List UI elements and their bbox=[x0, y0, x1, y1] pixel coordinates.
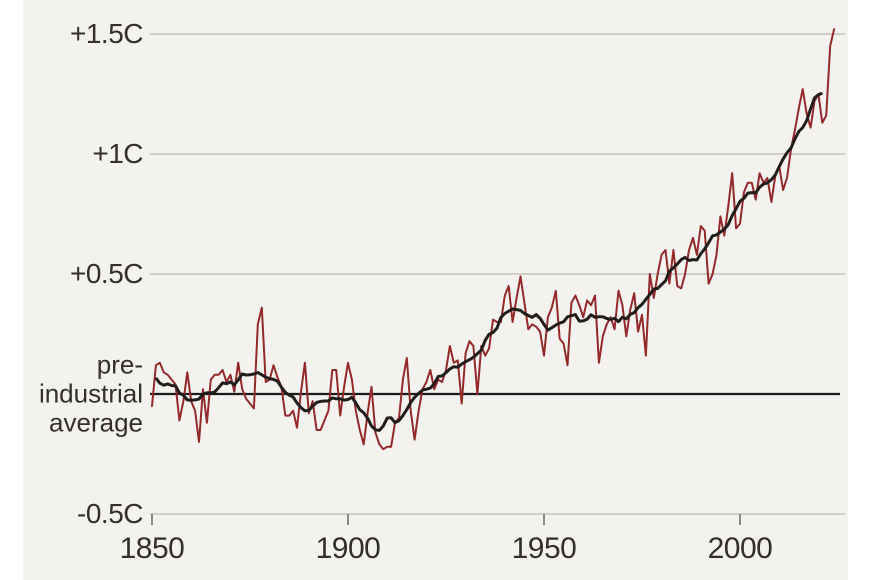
y-tick-label--0.5C: -0.5C bbox=[77, 498, 143, 529]
y-tick-label-+1.5C: +1.5C bbox=[70, 18, 144, 49]
chart-background-panel bbox=[23, 0, 848, 580]
x-tick-label-1850: 1850 bbox=[119, 532, 185, 565]
x-tick-label-1950: 1950 bbox=[511, 532, 577, 565]
x-tick-label-2000: 2000 bbox=[707, 532, 773, 565]
axis-ticks bbox=[151, 514, 741, 525]
y-tick-label-+1C: +1C bbox=[92, 138, 143, 169]
smoothed-average-line-group bbox=[154, 91, 823, 432]
y-tick-label-+0.5C: +0.5C bbox=[70, 258, 144, 289]
smoothed-average-line bbox=[154, 91, 823, 432]
pre-industrial-label-line1: pre- bbox=[96, 349, 143, 380]
pre-industrial-average-label: pre- industrial average bbox=[38, 349, 143, 438]
gridlines bbox=[150, 33, 845, 515]
x-tick-label-1900: 1900 bbox=[315, 532, 381, 565]
annual-anomaly-line bbox=[151, 28, 836, 451]
annual-anomaly-line-group bbox=[151, 28, 836, 451]
pre-industrial-label-line3: average bbox=[49, 407, 143, 438]
pre-industrial-label-line2: industrial bbox=[38, 378, 143, 409]
